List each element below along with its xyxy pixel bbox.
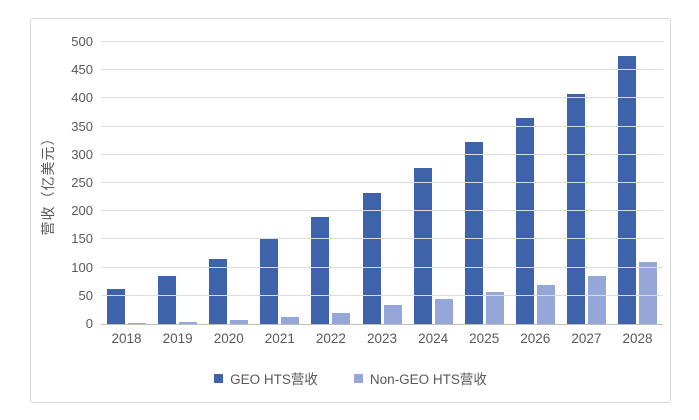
geo-hts-bar-2020	[209, 259, 228, 324]
gridline-150	[101, 238, 663, 240]
x-tick-label-2024: 2024	[418, 331, 449, 346]
non-geo-hts-bar-2026	[536, 284, 555, 324]
non-geo-hts-bar-2027	[587, 275, 606, 324]
geo-hts-bar-2022	[311, 216, 330, 324]
non-geo-hts-bar-2024	[434, 299, 453, 324]
gridline-50	[101, 294, 663, 296]
bar-series-container	[101, 42, 663, 324]
bar-group-2018	[101, 42, 152, 324]
geo-hts-bar-2018	[107, 289, 126, 324]
non-geo-hts-bar-2025	[485, 291, 504, 324]
legend-item-nongeo: Non-GEO HTS营收	[353, 368, 487, 388]
y-tick-label-150: 150	[71, 231, 93, 247]
x-tick-label-2022: 2022	[315, 331, 346, 346]
non-geo-hts-bar-2019	[179, 321, 198, 324]
geo-hts-bar-2024	[413, 167, 432, 324]
y-tick-label-450: 450	[71, 62, 93, 78]
gridline-300	[101, 153, 663, 155]
gridline-400	[101, 97, 663, 99]
y-tick-label-400: 400	[71, 90, 93, 106]
x-tick-label-2028: 2028	[622, 331, 653, 346]
geo-hts-bar-2019	[158, 276, 177, 324]
y-tick-label-0: 0	[85, 316, 93, 331]
bar-group-2019	[152, 42, 203, 324]
x-tick-label-2023: 2023	[366, 331, 398, 346]
bar-group-2022	[305, 42, 356, 324]
bar-group-2021	[254, 42, 305, 324]
y-axis-tick-labels: 0 50 100 150 200 250 300 350 400 450 500	[49, 34, 93, 331]
y-tick-label-300: 300	[71, 146, 93, 162]
legend-item-geo: GEO HTS营收	[214, 368, 318, 388]
bar-group-2024	[408, 42, 459, 324]
non-geo-hts-bar-2023	[383, 305, 402, 324]
legend-label-geo: GEO HTS营收	[230, 372, 318, 387]
y-tick-label-350: 350	[71, 118, 93, 134]
bar-group-2023	[356, 42, 407, 324]
chart-card: 营收（亿美元） 0 50 100 150 200 250 300 350 400 450 500 2…	[30, 18, 671, 403]
x-tick-label-2027: 2027	[571, 331, 602, 346]
non-geo-hts-bar-2018	[128, 322, 147, 324]
x-tick-label-2025: 2025	[469, 331, 500, 346]
bar-group-2026	[510, 42, 561, 324]
gridline-100	[101, 266, 663, 268]
non-geo-hts-bar-2028	[638, 261, 657, 324]
x-tick-label-2026: 2026	[520, 331, 551, 346]
geo-hts-bar-2023	[362, 192, 381, 324]
bar-group-2027	[561, 42, 612, 324]
gridline-250	[101, 182, 663, 183]
gridline-350	[101, 125, 663, 127]
x-tick-label-2021: 2021	[264, 331, 295, 346]
non-geo-hts-bar-2021	[281, 316, 300, 324]
x-axis-line	[101, 324, 663, 325]
y-tick-label-250: 250	[71, 175, 93, 190]
y-tick-label-100: 100	[71, 259, 93, 275]
y-tick-label-50: 50	[78, 287, 93, 303]
x-tick-label-2020: 2020	[213, 331, 244, 346]
geo-hts-bar-2028	[617, 56, 636, 324]
geo-hts-bar-2026	[515, 117, 534, 324]
gridline-500	[101, 41, 663, 42]
x-axis-tick-labels: 2018 2019 2020 2021 2022 2023 2024 2025 2026 2027…	[101, 331, 663, 346]
y-tick-label-500: 500	[71, 34, 93, 49]
legend-swatch-nongeo-icon	[353, 373, 363, 383]
legend-label-nongeo: Non-GEO HTS营收	[369, 372, 487, 387]
non-geo-hts-bar-2022	[332, 313, 351, 324]
plot-area	[101, 41, 663, 325]
geo-hts-bar-2021	[260, 239, 279, 324]
geo-hts-bar-2025	[464, 142, 483, 324]
x-tick-label-2019: 2019	[162, 331, 193, 346]
y-tick-label-200: 200	[71, 203, 93, 219]
legend-swatch-geo-icon	[214, 373, 224, 383]
bar-group-2020	[203, 42, 254, 324]
gridline-200	[101, 210, 663, 212]
bar-group-2025	[459, 42, 510, 324]
x-tick-label-2018: 2018	[111, 331, 142, 346]
non-geo-hts-bar-2020	[230, 320, 249, 324]
bar-group-2028	[612, 42, 663, 324]
gridline-450	[101, 69, 663, 71]
legend: GEO HTS营收 Non-GEO HTS营收	[31, 368, 670, 388]
